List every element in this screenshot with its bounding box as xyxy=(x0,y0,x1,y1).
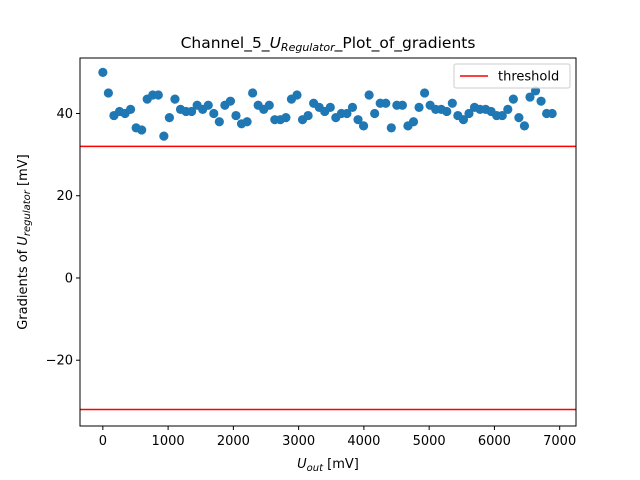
x-tick-label: 7000 xyxy=(543,434,576,449)
data-point xyxy=(164,113,175,123)
data-point xyxy=(497,110,507,121)
data-point xyxy=(414,102,424,112)
x-axis-label: Uout [mV] xyxy=(297,457,359,474)
data-point xyxy=(458,115,469,125)
data-point xyxy=(264,100,274,110)
data-point xyxy=(209,108,219,119)
data-point xyxy=(214,117,224,127)
data-point xyxy=(370,108,380,119)
data-point xyxy=(503,104,513,114)
x-axis-ticks: 0 1000 2000 3000 4000 5000 6000 7000 xyxy=(99,426,576,449)
data-point xyxy=(464,108,474,119)
axes-frame xyxy=(79,57,577,427)
data-point xyxy=(248,88,258,98)
chart-title-prefix: Channel_5_ xyxy=(181,34,270,53)
y-tick-label: 20 xyxy=(56,189,73,204)
data-point xyxy=(342,108,352,119)
data-point xyxy=(519,121,530,131)
data-point xyxy=(547,108,557,119)
legend-threshold-label: threshold xyxy=(498,70,559,85)
threshold-lines xyxy=(80,145,576,411)
data-point xyxy=(225,96,236,106)
data-point xyxy=(397,100,407,110)
data-point xyxy=(514,113,524,123)
y-axis-label-variable: U xyxy=(16,236,31,246)
data-point xyxy=(242,117,252,127)
x-tick-label: 1000 xyxy=(152,434,185,449)
data-point xyxy=(525,92,535,102)
x-axis-label-variable: U xyxy=(297,457,307,472)
x-tick-label: 2000 xyxy=(217,434,250,449)
x-tick-label: 5000 xyxy=(413,434,446,449)
x-axis-label-unit: [mV] xyxy=(323,457,359,472)
data-point xyxy=(386,123,396,133)
data-point xyxy=(408,117,419,127)
data-point xyxy=(442,106,452,117)
x-tick-label: 4000 xyxy=(347,434,380,449)
legend-box xyxy=(453,63,571,89)
data-point xyxy=(281,113,291,123)
data-point xyxy=(303,110,313,121)
data-point xyxy=(125,104,136,114)
data-point xyxy=(98,67,108,77)
data-point xyxy=(203,100,213,110)
data-point xyxy=(170,94,180,104)
data-point xyxy=(381,98,391,108)
data-point xyxy=(325,102,335,112)
data-point xyxy=(530,86,541,96)
chart-title: Channel_5_URegulator_Plot_of_gradients xyxy=(181,34,476,54)
data-point xyxy=(231,110,241,121)
x-tick-label: 0 xyxy=(99,434,107,449)
y-axis-ticks: −20 0 20 40 xyxy=(46,107,80,369)
y-tick-label: −20 xyxy=(46,354,73,369)
data-point xyxy=(353,115,363,125)
x-axis-label-subscript: out xyxy=(307,463,324,474)
data-point xyxy=(159,131,169,141)
data-point xyxy=(187,106,197,117)
data-point xyxy=(364,90,374,100)
plot-area xyxy=(79,57,577,427)
data-points xyxy=(98,67,557,141)
chart-title-subscript: Regulator xyxy=(281,41,336,54)
data-point xyxy=(103,88,113,98)
data-point xyxy=(153,90,163,100)
data-point xyxy=(358,121,369,131)
y-tick-label: 40 xyxy=(56,107,73,122)
data-point xyxy=(347,102,358,112)
y-axis-label-unit: [mV] xyxy=(16,154,31,190)
y-axis-label-prefix: Gradients of xyxy=(16,246,31,330)
data-point xyxy=(447,98,457,108)
data-point xyxy=(292,90,302,100)
y-tick-label: 0 xyxy=(65,271,73,286)
data-point xyxy=(536,96,546,106)
y-axis-label-subscript: regulator xyxy=(22,189,33,236)
chart-title-variable: U xyxy=(270,34,282,52)
data-point xyxy=(137,125,147,135)
data-point xyxy=(419,88,430,98)
x-tick-label: 6000 xyxy=(478,434,511,449)
chart-title-suffix: _Plot_of_gradients xyxy=(334,34,476,53)
y-axis-label: Gradients of Uregulator [mV] xyxy=(16,154,33,330)
data-point xyxy=(508,94,518,104)
legend: threshold xyxy=(453,63,571,89)
x-tick-label: 3000 xyxy=(282,434,315,449)
